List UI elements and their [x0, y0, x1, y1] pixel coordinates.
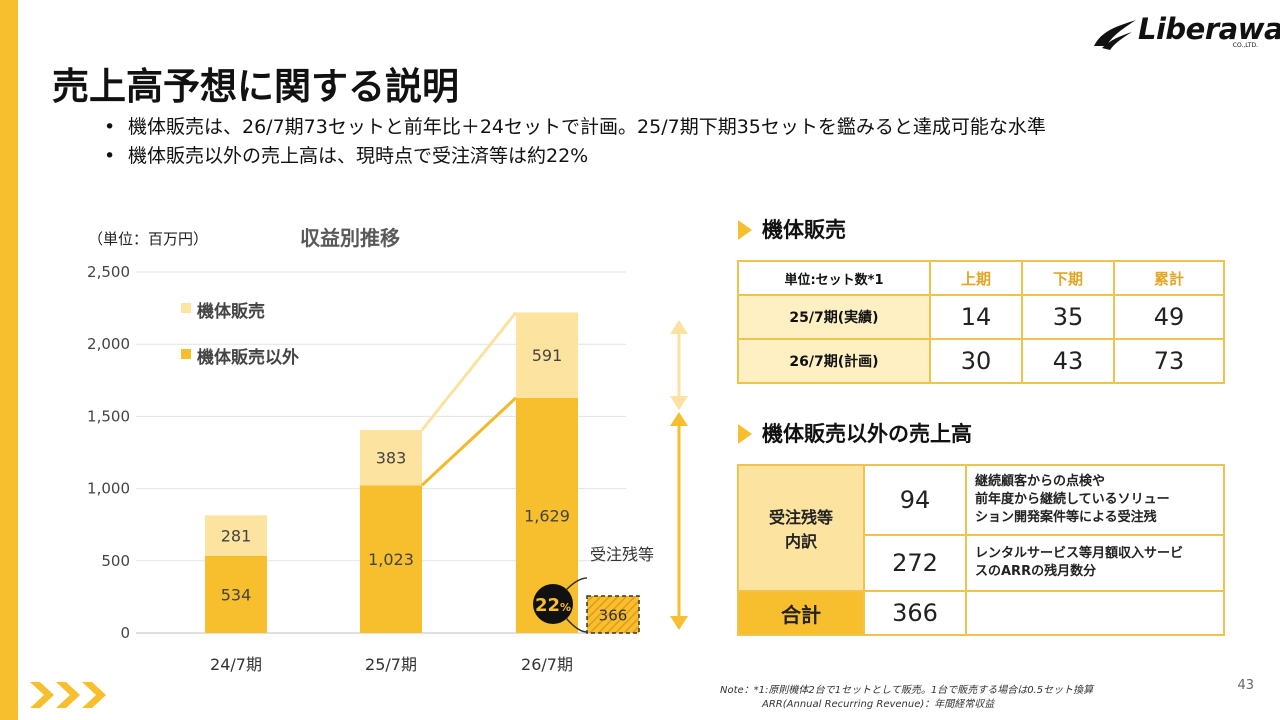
bar-segment-non-hardware: [360, 485, 422, 633]
table-header-cell: 下期: [1021, 260, 1115, 296]
page-title: 売上高予想に関する説明: [52, 65, 459, 108]
backlog-percent-number: 22: [535, 595, 560, 616]
total-value: 366: [863, 590, 967, 636]
footnote-line: Note：*1:原則機体2台で1セットとして販売。1台で販売する場合は0.5セッ…: [720, 685, 1094, 696]
total-label: 合計: [737, 590, 865, 636]
bar-value-label: 281: [221, 527, 252, 546]
bullet-list: 機体販売は、26/7期73セットと前年比＋24セットで計画。25/7期下期35セ…: [104, 113, 1046, 171]
legend-label-hardware: 機体販売: [197, 301, 265, 322]
table-cell: 14: [929, 294, 1023, 340]
y-tick-label: 500: [101, 552, 130, 570]
table-cell: 30: [929, 338, 1023, 384]
non-hardware-connector-line: [420, 396, 518, 487]
backlog-bracket-top: [565, 577, 588, 591]
table-cell-description: 継続顧客からの点検や 前年度から継続しているソリュー ション開発案件等による受注…: [965, 464, 1225, 536]
revenue-stacked-bar-chart: 0 500 1,000 1,500 2,000 2,500 534 281 1,023 383 1…: [87, 263, 688, 674]
backlog-percent-badge: [533, 584, 573, 624]
table-cell-description: レンタルサービス等月額収入サービ スのARRの残月数分: [965, 534, 1225, 592]
hardware-arrow-down-icon: [670, 396, 688, 410]
y-tick-label: 0: [120, 624, 130, 642]
table-header-cell: 上期: [929, 260, 1023, 296]
table-header-cell: 累計: [1113, 260, 1225, 296]
x-tick-label: 25/7期: [365, 655, 417, 674]
bullet-item: 機体販売以外の売上高は、現時点で受注済等は約22%: [104, 142, 1046, 171]
left-accent-bar: [0, 0, 18, 720]
y-tick-label: 2,000: [87, 335, 130, 353]
table-row: 26/7期(計画) 30 43 73: [737, 338, 1225, 384]
company-logo: Liberaware CO.,LTD.: [1092, 10, 1280, 54]
legend-swatch-non-hardware: [181, 349, 191, 359]
table-cell: 73: [1113, 338, 1225, 384]
table-row: 272 レンタルサービス等月額収入サービ スのARRの残月数分: [738, 534, 1225, 592]
table-cell: 272: [863, 534, 967, 592]
chevron-right-icon: [738, 220, 752, 240]
table-header-row: 単位:セット数*1 上期 下期 累計: [737, 260, 1225, 296]
non-hardware-sales-heading-text: 機体販売以外の売上高: [762, 422, 972, 446]
table-cell: 35: [1021, 294, 1115, 340]
table-row: 25/7期(実績) 14 35 49: [737, 294, 1225, 340]
non-hardware-arrow-up-icon: [670, 412, 688, 426]
footnote: Note：*1:原則機体2台で1セットとして販売。1台で販売する場合は0.5セッ…: [720, 684, 1093, 712]
bar-segment-non-hardware: [205, 555, 267, 633]
bar-segment-hardware: [205, 515, 267, 556]
bar-value-label: 1,629: [524, 506, 570, 525]
table-cell: 49: [1113, 294, 1225, 340]
bar-value-label: 591: [532, 346, 563, 365]
hardware-arrow-up-icon: [670, 320, 688, 334]
x-tick-label: 24/7期: [210, 655, 262, 674]
footnote-line: ARR(Annual Recurring Revenue)：年間経常収益: [762, 699, 995, 710]
legend-label-non-hardware: 機体販売以外: [197, 347, 299, 368]
non-hardware-breakdown-table: 受注残等 内訳 94 継続顧客からの点検や 前年度から継続しているソリュー ショ…: [737, 464, 1225, 636]
logo-swoosh-icon: [1094, 20, 1136, 50]
bar-segment-hardware: [360, 429, 422, 486]
row-label: 26/7期(計画): [737, 338, 931, 384]
bar-value-label: 1,023: [368, 550, 414, 569]
table-row: 受注残等 内訳 94 継続顧客からの点検や 前年度から継続しているソリュー ショ…: [737, 464, 1225, 592]
table-cell: 94: [863, 464, 967, 536]
backlog-percent-unit: %: [560, 601, 571, 614]
bar-value-label: 383: [376, 449, 407, 468]
decorative-chevrons-icon: [30, 682, 106, 708]
bar-segment-hardware: [516, 312, 578, 398]
logo-text: Liberaware: [1138, 12, 1280, 46]
backlog-value-label: 366: [599, 607, 628, 625]
bar-value-label: 534: [221, 585, 252, 604]
chart-unit-label: （単位：百万円）: [88, 230, 209, 248]
table-cell: 43: [1021, 338, 1115, 384]
backlog-breakdown-label: 受注残等 内訳: [737, 464, 865, 592]
non-hardware-arrow-down-icon: [670, 616, 688, 630]
x-tick-label: 26/7期: [521, 655, 573, 674]
y-tick-label: 1,500: [87, 407, 130, 425]
table-total-row: 合計 366: [737, 590, 1225, 636]
hardware-sales-table: 単位:セット数*1 上期 下期 累計 25/7期(実績) 14 35 49 26…: [737, 260, 1225, 384]
backlog-bar: [586, 595, 640, 634]
table-cell-empty: [965, 590, 1225, 636]
chevron-right-icon: [738, 424, 752, 444]
chart-title: 収益別推移: [300, 226, 400, 250]
hardware-sales-heading: 機体販売: [738, 214, 846, 244]
backlog-bracket-bottom: [565, 617, 588, 633]
non-hardware-sales-heading: 機体販売以外の売上高: [738, 418, 972, 448]
table-header-cell: 単位:セット数*1: [737, 260, 931, 296]
bullet-item: 機体販売は、26/7期73セットと前年比＋24セットで計画。25/7期下期35セ…: [104, 113, 1046, 142]
backlog-label: 受注残等: [590, 545, 654, 564]
hardware-sales-heading-text: 機体販売: [762, 218, 846, 242]
row-label: 25/7期(実績): [737, 294, 931, 340]
backlog-percent-label: 22%: [535, 595, 571, 616]
page-number: 43: [1237, 678, 1254, 693]
y-tick-label: 1,000: [87, 480, 130, 498]
legend-swatch-hardware: [181, 303, 191, 313]
y-tick-label: 2,500: [87, 263, 130, 281]
hardware-connector-line: [420, 311, 518, 431]
logo-subtext: CO.,LTD.: [1232, 42, 1258, 49]
